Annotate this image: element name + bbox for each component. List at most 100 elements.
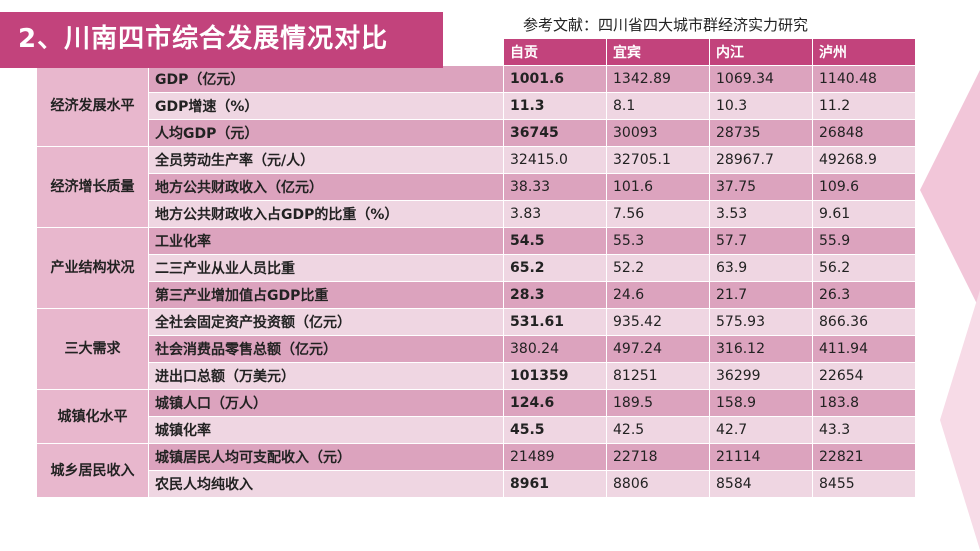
value-cell: 55.3 bbox=[606, 227, 710, 255]
decorative-triangle bbox=[940, 290, 980, 550]
value-cell: 189.5 bbox=[606, 389, 710, 417]
value-cell: 3.53 bbox=[709, 200, 813, 228]
value-cell: 8.1 bbox=[606, 92, 710, 120]
table-row: 第三产业增加值占GDP比重 28.3 24.6 21.7 26.3 bbox=[37, 281, 916, 309]
value-cell: 1140.48 bbox=[812, 65, 916, 93]
value-cell: 36745 bbox=[503, 119, 607, 147]
value-cell: 575.93 bbox=[709, 308, 813, 336]
value-cell: 63.9 bbox=[709, 254, 813, 282]
category-cell: 城乡居民收入 bbox=[36, 443, 149, 498]
decorative-triangle bbox=[920, 70, 980, 310]
value-cell: 10.3 bbox=[709, 92, 813, 120]
value-cell: 26.3 bbox=[812, 281, 916, 309]
table-row: 三大需求 全社会固定资产投资额（亿元） 531.61 935.42 575.93 866.… bbox=[36, 308, 916, 390]
comparison-table: 自贡 宜宾 内江 泸州 经济发展水平 GDP（亿元） 1001.6 1342.89 10… bbox=[36, 38, 916, 498]
indicator-cell: GDP（亿元） bbox=[148, 65, 504, 93]
value-cell: 45.5 bbox=[503, 416, 607, 444]
table-row: 地方公共财政收入（亿元） 38.33 101.6 37.75 109.6 bbox=[37, 173, 916, 201]
value-cell: 1001.6 bbox=[503, 65, 607, 93]
value-cell: 38.33 bbox=[503, 173, 607, 201]
value-cell: 8961 bbox=[503, 470, 607, 498]
value-cell: 28.3 bbox=[503, 281, 607, 309]
page-title: 2、川南四市综合发展情况对比 bbox=[18, 24, 389, 54]
value-cell: 158.9 bbox=[709, 389, 813, 417]
reference-note: 参考文献：四川省四大城市群经济实力研究 bbox=[523, 16, 809, 34]
city-header: 内江 bbox=[709, 38, 813, 66]
value-cell: 65.2 bbox=[503, 254, 607, 282]
city-header: 自贡 bbox=[503, 38, 607, 66]
value-cell: 43.3 bbox=[812, 416, 916, 444]
value-cell: 55.9 bbox=[812, 227, 916, 255]
value-cell: 32705.1 bbox=[606, 146, 710, 174]
value-cell: 1069.34 bbox=[709, 65, 813, 93]
value-cell: 21114 bbox=[709, 443, 813, 471]
table-row: 地方公共财政收入占GDP的比重（%） 3.83 7.56 3.53 9.61 bbox=[37, 200, 916, 228]
category-cell: 经济发展水平 bbox=[36, 65, 149, 147]
indicator-cell: 地方公共财政收入（亿元） bbox=[148, 173, 504, 201]
indicator-cell: 进出口总额（万美元） bbox=[148, 362, 504, 390]
value-cell: 21489 bbox=[503, 443, 607, 471]
value-cell: 22654 bbox=[812, 362, 916, 390]
indicator-cell: 城镇化率 bbox=[148, 416, 504, 444]
value-cell: 1342.89 bbox=[606, 65, 710, 93]
category-cell: 城镇化水平 bbox=[36, 389, 149, 444]
indicator-cell: 工业化率 bbox=[148, 227, 504, 255]
table-row: 经济发展水平 GDP（亿元） 1001.6 1342.89 1069.34 1140.48 bbox=[36, 65, 916, 147]
table-row: 产业结构状况 工业化率 54.5 55.3 57.7 55.9 bbox=[36, 227, 916, 309]
value-cell: 7.56 bbox=[606, 200, 710, 228]
value-cell: 101359 bbox=[503, 362, 607, 390]
indicator-cell: 人均GDP（元） bbox=[148, 119, 504, 147]
value-cell: 36299 bbox=[709, 362, 813, 390]
table-row: 社会消费品零售总额（亿元） 380.24 497.24 316.12 411.94 bbox=[37, 335, 916, 363]
value-cell: 42.5 bbox=[606, 416, 710, 444]
value-cell: 22718 bbox=[606, 443, 710, 471]
city-header: 宜宾 bbox=[606, 38, 710, 66]
table-row: 经济增长质量 全员劳动生产率（元/人） 32415.0 32705.1 28967.7 4… bbox=[36, 146, 916, 228]
value-cell: 8806 bbox=[606, 470, 710, 498]
value-cell: 21.7 bbox=[709, 281, 813, 309]
indicator-cell: 城镇居民人均可支配收入（元） bbox=[148, 443, 504, 471]
value-cell: 54.5 bbox=[503, 227, 607, 255]
value-cell: 8584 bbox=[709, 470, 813, 498]
value-cell: 56.2 bbox=[812, 254, 916, 282]
category-cell: 经济增长质量 bbox=[36, 146, 149, 228]
value-cell: 935.42 bbox=[606, 308, 710, 336]
value-cell: 316.12 bbox=[709, 335, 813, 363]
value-cell: 11.2 bbox=[812, 92, 916, 120]
table-row: 进出口总额（万美元） 101359 81251 36299 22654 bbox=[37, 362, 916, 390]
value-cell: 101.6 bbox=[606, 173, 710, 201]
value-cell: 8455 bbox=[812, 470, 916, 498]
value-cell: 30093 bbox=[606, 119, 710, 147]
indicator-cell: 全员劳动生产率（元/人） bbox=[148, 146, 504, 174]
indicator-cell: GDP增速（%） bbox=[148, 92, 504, 120]
table-row: 农民人均纯收入 8961 8806 8584 8455 bbox=[37, 470, 916, 498]
title-banner bbox=[0, 12, 443, 68]
table-row: 城镇化率 45.5 42.5 42.7 43.3 bbox=[37, 416, 916, 444]
category-cell: 产业结构状况 bbox=[36, 227, 149, 309]
value-cell: 183.8 bbox=[812, 389, 916, 417]
city-header: 泸州 bbox=[812, 38, 916, 66]
value-cell: 11.3 bbox=[503, 92, 607, 120]
value-cell: 24.6 bbox=[606, 281, 710, 309]
value-cell: 109.6 bbox=[812, 173, 916, 201]
table-row: 二三产业从业人员比重 65.2 52.2 63.9 56.2 bbox=[37, 254, 916, 282]
value-cell: 3.83 bbox=[503, 200, 607, 228]
value-cell: 26848 bbox=[812, 119, 916, 147]
value-cell: 9.61 bbox=[812, 200, 916, 228]
value-cell: 497.24 bbox=[606, 335, 710, 363]
value-cell: 22821 bbox=[812, 443, 916, 471]
indicator-cell: 城镇人口（万人） bbox=[148, 389, 504, 417]
value-cell: 380.24 bbox=[503, 335, 607, 363]
indicator-cell: 全社会固定资产投资额（亿元） bbox=[148, 308, 504, 336]
indicator-cell: 农民人均纯收入 bbox=[148, 470, 504, 498]
value-cell: 57.7 bbox=[709, 227, 813, 255]
indicator-cell: 第三产业增加值占GDP比重 bbox=[148, 281, 504, 309]
value-cell: 49268.9 bbox=[812, 146, 916, 174]
value-cell: 37.75 bbox=[709, 173, 813, 201]
value-cell: 28967.7 bbox=[709, 146, 813, 174]
indicator-cell: 二三产业从业人员比重 bbox=[148, 254, 504, 282]
value-cell: 52.2 bbox=[606, 254, 710, 282]
table-row: 城镇化水平 城镇人口（万人） 124.6 189.5 158.9 183.8 bbox=[36, 389, 916, 444]
value-cell: 81251 bbox=[606, 362, 710, 390]
value-cell: 411.94 bbox=[812, 335, 916, 363]
